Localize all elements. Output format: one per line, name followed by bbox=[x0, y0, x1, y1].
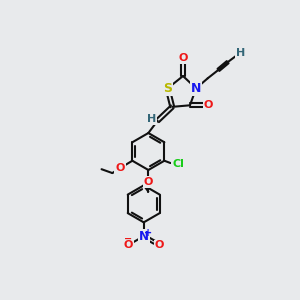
Text: O: O bbox=[115, 163, 125, 173]
Text: O: O bbox=[124, 240, 133, 250]
Text: H: H bbox=[147, 114, 156, 124]
Text: N: N bbox=[139, 230, 149, 243]
Text: −: − bbox=[124, 234, 132, 244]
Text: +: + bbox=[143, 228, 152, 238]
Text: N: N bbox=[191, 82, 201, 95]
Text: O: O bbox=[178, 53, 188, 63]
Text: O: O bbox=[144, 177, 153, 187]
Text: O: O bbox=[154, 240, 164, 250]
Text: Cl: Cl bbox=[172, 159, 184, 169]
Text: S: S bbox=[163, 82, 172, 95]
Text: H: H bbox=[236, 48, 245, 58]
Text: O: O bbox=[204, 100, 213, 110]
